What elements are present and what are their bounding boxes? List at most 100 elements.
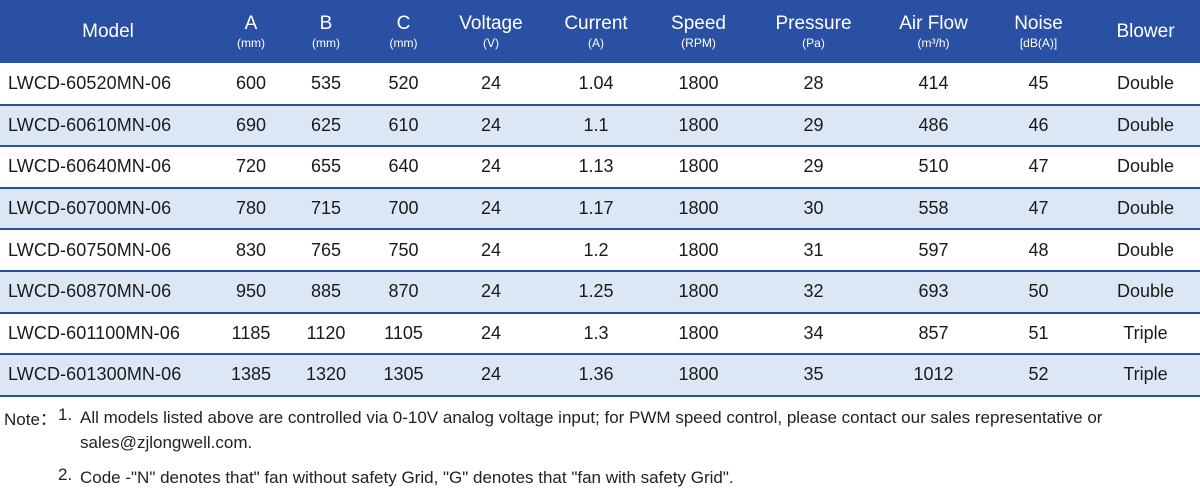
- value-cell: 1800: [651, 104, 746, 148]
- note-number: 1.: [58, 405, 73, 424]
- value-cell: 24: [441, 187, 541, 231]
- value-cell: 24: [441, 146, 541, 189]
- value-cell: 32: [746, 270, 881, 314]
- value-cell: 625: [286, 104, 366, 148]
- note-item-2: 2. Code -"N" denotes that" fan without s…: [4, 465, 1198, 490]
- model-cell: LWCD-60520MN-06: [0, 63, 216, 106]
- value-cell: Double: [1091, 104, 1200, 148]
- value-cell: 47: [986, 146, 1091, 189]
- column-header-pressure: Pressure (Pa): [746, 0, 881, 63]
- value-cell: 720: [216, 146, 286, 189]
- header-unit: (mm): [312, 36, 340, 50]
- value-cell: 535: [286, 63, 366, 106]
- value-cell: Double: [1091, 63, 1200, 106]
- value-cell: 1012: [881, 354, 986, 397]
- value-cell: 24: [441, 63, 541, 106]
- header-unit: (mm): [237, 36, 265, 50]
- model-cell: LWCD-60700MN-06: [0, 187, 216, 231]
- note-label: Note：: [4, 410, 57, 429]
- value-cell: 51: [986, 312, 1091, 356]
- column-header-speed: Speed (RPM): [651, 0, 746, 63]
- value-cell: 414: [881, 63, 986, 106]
- note-item-1: Note： 1. All models listed above are con…: [4, 405, 1198, 455]
- value-cell: 950: [216, 270, 286, 314]
- header-label: Noise: [1014, 13, 1063, 34]
- value-cell: 24: [441, 354, 541, 397]
- header-label: Current: [564, 13, 628, 34]
- column-header-noise: Noise [dB(A)]: [986, 0, 1091, 63]
- note-label-spacer: [4, 465, 58, 490]
- value-cell: 870: [366, 270, 441, 314]
- value-cell: 45: [986, 63, 1091, 106]
- header-label: Blower: [1116, 21, 1175, 42]
- value-cell: 640: [366, 146, 441, 189]
- value-cell: Double: [1091, 146, 1200, 189]
- column-header-blower: Blower: [1091, 0, 1200, 63]
- value-cell: 35: [746, 354, 881, 397]
- value-cell: 1305: [366, 354, 441, 397]
- header-unit: (mm): [389, 36, 418, 50]
- value-cell: 1800: [651, 146, 746, 189]
- value-cell: 597: [881, 229, 986, 272]
- table-row: LWCD-60640MN-06 720 655 640 24 1.13 1800 29 510 4…: [0, 146, 1200, 189]
- value-cell: 765: [286, 229, 366, 272]
- value-cell: 1.1: [541, 104, 651, 148]
- value-cell: 1.2: [541, 229, 651, 272]
- value-cell: 600: [216, 63, 286, 106]
- header-unit: (RPM): [681, 36, 716, 50]
- value-cell: 24: [441, 229, 541, 272]
- value-cell: 48: [986, 229, 1091, 272]
- table-row: LWCD-60750MN-06 830 765 750 24 1.2 1800 31 597 48…: [0, 229, 1200, 272]
- value-cell: 1320: [286, 354, 366, 397]
- header-label: Voltage: [459, 13, 523, 34]
- header-unit: (Pa): [802, 36, 825, 50]
- note-text: All models listed above are controlled v…: [80, 408, 1103, 452]
- value-cell: 690: [216, 104, 286, 148]
- value-cell: 1.04: [541, 63, 651, 106]
- value-cell: 1.3: [541, 312, 651, 356]
- value-cell: 24: [441, 312, 541, 356]
- value-cell: 486: [881, 104, 986, 148]
- table-header: Model A (mm) B (mm) C (mm) Voltage (V) Current (A)…: [0, 0, 1200, 63]
- header-unit: [dB(A)]: [1019, 36, 1058, 50]
- value-cell: 655: [286, 146, 366, 189]
- table-row: LWCD-601100MN-06 1185 1120 1105 24 1.3 1800 34 8…: [0, 312, 1200, 356]
- column-header-air-flow: Air Flow (m³/h): [881, 0, 986, 63]
- value-cell: 34: [746, 312, 881, 356]
- value-cell: 750: [366, 229, 441, 272]
- value-cell: 24: [441, 104, 541, 148]
- column-header-current: Current (A): [541, 0, 651, 63]
- model-cell: LWCD-601100MN-06: [0, 312, 216, 356]
- value-cell: 1800: [651, 63, 746, 106]
- table-row: LWCD-60870MN-06 950 885 870 24 1.25 1800 32 693 5…: [0, 270, 1200, 314]
- header-label: Air Flow: [899, 13, 968, 34]
- value-cell: 830: [216, 229, 286, 272]
- header-label: A: [244, 13, 258, 34]
- value-cell: 1800: [651, 312, 746, 356]
- spec-table: Model A (mm) B (mm) C (mm) Voltage (V) Current (A)…: [0, 0, 1200, 397]
- header-unit: (m³/h): [917, 36, 950, 50]
- model-cell: LWCD-60750MN-06: [0, 229, 216, 272]
- value-cell: 1800: [651, 187, 746, 231]
- table-row: LWCD-601300MN-06 1385 1320 1305 24 1.36 1800 35…: [0, 354, 1200, 397]
- value-cell: 1.13: [541, 146, 651, 189]
- header-row: Model A (mm) B (mm) C (mm) Voltage (V) Current (A)…: [0, 0, 1200, 63]
- value-cell: 520: [366, 63, 441, 106]
- value-cell: 1105: [366, 312, 441, 356]
- column-header-model: Model: [0, 0, 216, 63]
- value-cell: 715: [286, 187, 366, 231]
- value-cell: 885: [286, 270, 366, 314]
- value-cell: 1.36: [541, 354, 651, 397]
- header-unit: (V): [483, 36, 499, 50]
- value-cell: 693: [881, 270, 986, 314]
- column-header-a: A (mm): [216, 0, 286, 63]
- value-cell: 52: [986, 354, 1091, 397]
- model-cell: LWCD-601300MN-06: [0, 354, 216, 397]
- column-header-voltage: Voltage (V): [441, 0, 541, 63]
- header-label: Model: [82, 21, 134, 42]
- column-header-c: C (mm): [366, 0, 441, 63]
- value-cell: 29: [746, 146, 881, 189]
- value-cell: 1800: [651, 229, 746, 272]
- header-label: C: [396, 13, 411, 34]
- model-cell: LWCD-60870MN-06: [0, 270, 216, 314]
